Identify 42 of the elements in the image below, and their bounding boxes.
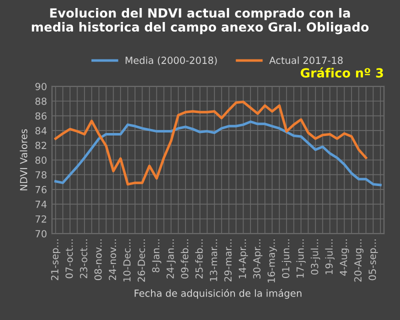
y-tick-label: 80: [35, 156, 46, 164]
x-tick-label: 20-Aug...: [354, 240, 364, 282]
x-tick-label: 13-mar...: [210, 240, 218, 282]
legend-label: Media (2000-2018): [126, 56, 217, 66]
x-tick-label: 29-mar...: [224, 240, 232, 282]
y-tick-label: 82: [35, 142, 46, 150]
text: Gráfico nº 3: [300, 67, 384, 78]
x-tick-label: 05-sep...: [368, 240, 378, 280]
x-tick-label: 16-may...: [268, 240, 277, 282]
x-tick-label: 26-Dec...: [138, 240, 146, 282]
x-axis-title: Fecha de adquisición de la imágen: [134, 288, 302, 299]
x-tick-label: 4-Aug...: [340, 240, 350, 276]
y-tick-label: 84: [35, 127, 47, 134]
x-tick-label: 23-oct...: [80, 240, 88, 278]
y-tick-label: 72: [36, 215, 46, 223]
x-tick-label: 10-Dec...: [123, 240, 131, 282]
x-tick-label: 25-feb...: [195, 240, 203, 278]
x-tick-label: 14-Apr...: [238, 240, 248, 278]
line-series: [54, 120, 382, 186]
x-tick-label: 01-jun...: [282, 240, 292, 278]
y-tick-label: 90: [35, 82, 46, 90]
y-tick-label: 86: [35, 112, 47, 120]
x-tick-label: 17-jun...: [296, 240, 306, 278]
y-tick-label: 76: [36, 186, 47, 194]
x-tick-label: 21-sep...: [51, 240, 60, 280]
legend-label: Actual 2017-18: [269, 56, 343, 64]
x-tick-label: 30-Apr...: [253, 240, 262, 279]
x-tick-label: 24-nov...: [108, 240, 116, 280]
line-series: [54, 100, 368, 186]
y-axis-title: NDVI Valores: [20, 129, 28, 190]
x-tick-label: 24-Jan...: [166, 240, 176, 278]
chart-title: Evolucion del NDVI actual comprado con la media historica del campo anexo Gral. Obligado: [32, 8, 369, 34]
x-tick-label: 08-nov...: [94, 240, 102, 280]
y-tick-label: 74: [36, 200, 47, 208]
x-tick-label: 19-jul...: [325, 240, 335, 274]
x-tick-label: 09-feb...: [180, 240, 188, 279]
y-tick-label: 78: [36, 171, 46, 179]
x-tick-label: 8-Jan...: [152, 240, 162, 272]
x-tick-label: 03-jul...: [310, 240, 320, 275]
y-tick-label: 88: [35, 98, 46, 105]
y-tick-label: 70: [36, 230, 46, 238]
x-tick-label: 07-oct...: [66, 240, 73, 278]
